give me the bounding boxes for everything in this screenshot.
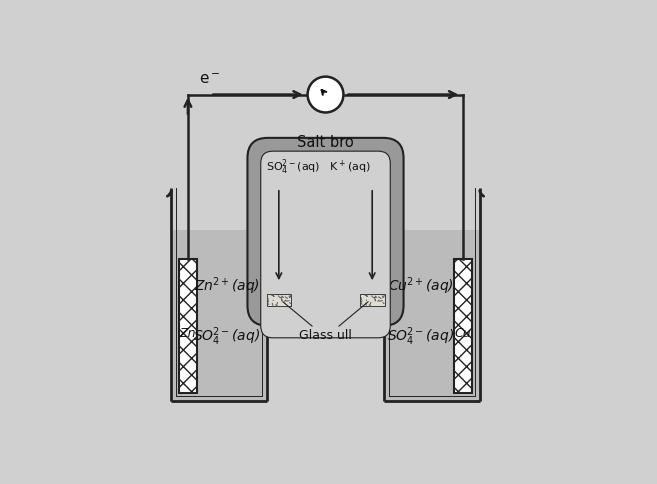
Text: Cu: Cu	[455, 327, 472, 340]
Bar	[267, 294, 291, 306]
Circle shape	[307, 77, 344, 113]
Bar	[454, 259, 472, 393]
Text: SO$_4^{2-}$(aq)   K$^+$(aq): SO$_4^{2-}$(aq) K$^+$(aq)	[265, 157, 371, 176]
Text: Cu$^{2+}$(aq): Cu$^{2+}$(aq)	[388, 274, 454, 296]
FancyBboxPatch shape	[261, 152, 390, 338]
Bar	[384, 231, 480, 401]
FancyBboxPatch shape	[248, 138, 403, 326]
Text: Salt bro: Salt bro	[297, 135, 354, 150]
Text: e$^-$: e$^-$	[199, 72, 221, 87]
Bar	[171, 231, 267, 401]
Text: Zn: Zn	[179, 327, 196, 340]
Bar	[360, 294, 384, 306]
Text: Glass ull: Glass ull	[299, 328, 352, 341]
Bar	[179, 259, 197, 393]
Text: Zn$^{2+}$(aq): Zn$^{2+}$(aq)	[194, 274, 260, 296]
Text: SO$_4^{2-}$(aq): SO$_4^{2-}$(aq)	[387, 325, 454, 348]
Text: SO$_4^{2-}$(aq): SO$_4^{2-}$(aq)	[193, 325, 260, 348]
